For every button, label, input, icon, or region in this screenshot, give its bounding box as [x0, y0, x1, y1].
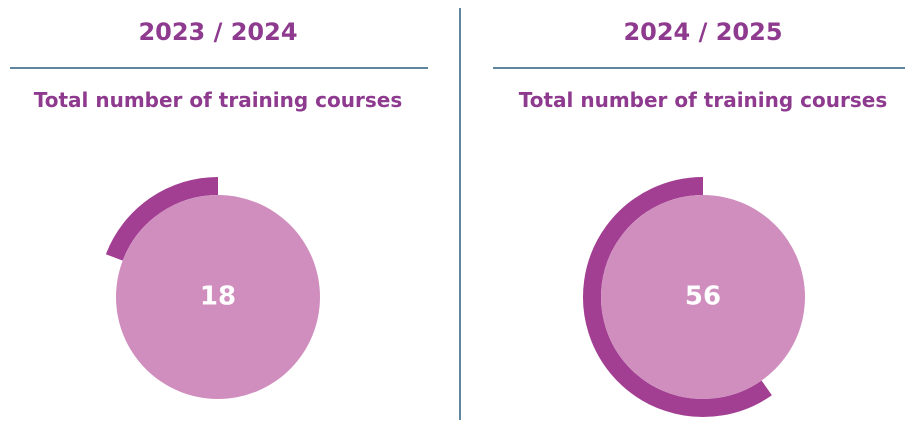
gauge-arc	[105, 177, 219, 261]
gauge-disc	[116, 195, 320, 399]
gauge-value: 56	[685, 282, 721, 312]
gauge-value: 18	[200, 282, 236, 312]
gauge-disc	[601, 195, 805, 399]
gauge-arc	[583, 177, 772, 417]
panel-title: 2024 / 2025	[623, 18, 782, 46]
panel-subtitle: Total number of training courses	[34, 88, 403, 112]
panel-title: 2023 / 2024	[138, 18, 297, 46]
panel-subtitle: Total number of training courses	[519, 88, 888, 112]
